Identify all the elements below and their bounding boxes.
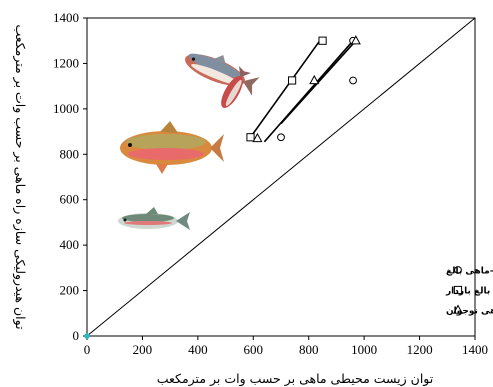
y-axis-title: توان هیدرولیکی سازه راه ماهی بر حسب وات … xyxy=(12,24,28,330)
series-2-point xyxy=(287,76,297,85)
series-2-point xyxy=(246,133,255,142)
y-tick-label: 1200 xyxy=(53,55,79,70)
series-1-point xyxy=(277,133,285,142)
legend-marker-3 xyxy=(452,304,464,314)
legend-label-2: کلاس ۲ –ماهی بالغ باردار xyxy=(445,287,493,297)
x-tick-label: 200 xyxy=(133,342,153,357)
y-tick-label: 400 xyxy=(60,237,80,252)
legend-label-3: کلاس ۳ –ماهی نوجوان xyxy=(446,307,493,317)
series-3-point xyxy=(309,74,320,85)
x-tick-label: 400 xyxy=(188,342,208,357)
adult-salmon-icon xyxy=(221,65,252,108)
origin-marker xyxy=(84,333,90,339)
adult-salmon-icon xyxy=(185,53,260,96)
y-tick-label: 1000 xyxy=(53,101,79,116)
x-tick-label: 1400 xyxy=(462,342,488,357)
series-3-point xyxy=(252,132,263,143)
legend-marker-1 xyxy=(454,266,462,274)
series-1-trendline xyxy=(263,40,354,143)
y-tick-label: 1400 xyxy=(53,10,79,25)
series-1-point xyxy=(349,76,357,85)
x-tick-label: 0 xyxy=(84,342,91,357)
y-tick-label: 600 xyxy=(60,192,80,207)
legend: کلاس ۱ –ماهی بالغ کلاس ۲ –ماهی بالغ باردا… xyxy=(445,266,493,317)
x-tick-label: 1000 xyxy=(351,342,377,357)
fish-illustrations xyxy=(118,53,260,230)
y-tick-label: 800 xyxy=(60,146,80,161)
y-tick-label: 200 xyxy=(60,283,80,298)
x-tick-label: 1200 xyxy=(407,342,433,357)
series-3-trendline xyxy=(280,40,357,125)
plot-frame xyxy=(86,17,476,337)
x-tick-label: 600 xyxy=(244,342,264,357)
legend-label-1: کلاس ۱ –ماهی بالغ xyxy=(446,267,493,277)
x-tick-label: 800 xyxy=(299,342,319,357)
series-2-trendline xyxy=(249,40,321,138)
y-tick-label: 0 xyxy=(73,328,80,343)
legend-marker-2 xyxy=(453,285,463,295)
x-axis-title: توان زیست محیطی ماهی بر حسب وات بر مترمک… xyxy=(157,371,434,387)
series-3-point xyxy=(350,35,361,45)
juvenile-trout-icon xyxy=(118,207,190,230)
series-2-point xyxy=(318,36,327,45)
reference-line xyxy=(86,17,476,337)
spawning-trout-icon xyxy=(120,121,224,174)
